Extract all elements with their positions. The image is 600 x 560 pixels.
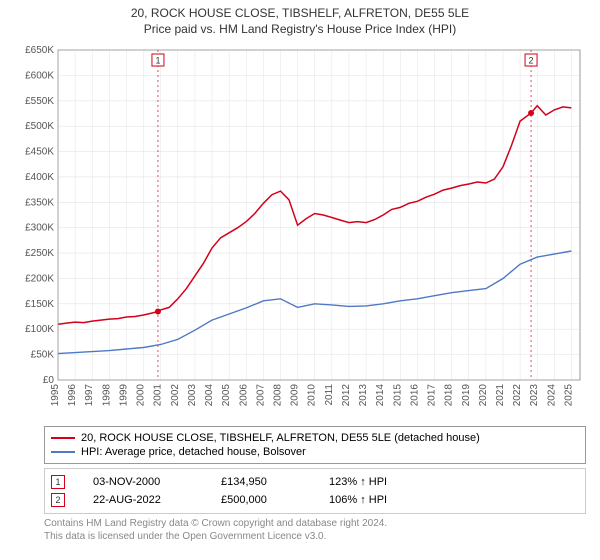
x-tick-label: 2001	[153, 384, 164, 407]
y-tick-label: £250K	[25, 248, 54, 259]
transaction-pct: 106% ↑ HPI	[329, 494, 419, 506]
transaction-date: 03-NOV-2000	[93, 476, 193, 488]
x-tick-label: 2002	[170, 384, 181, 407]
y-tick-label: £50K	[31, 350, 55, 361]
y-tick-label: £150K	[25, 299, 54, 310]
x-tick-label: 2005	[221, 384, 232, 407]
transaction-price: £500,000	[221, 494, 301, 506]
x-tick-label: 2011	[324, 384, 335, 406]
transaction-marker: 1	[51, 475, 65, 489]
x-tick-label: 2008	[272, 384, 283, 407]
x-tick-label: 2019	[461, 384, 472, 407]
chart-container: 20, ROCK HOUSE CLOSE, TIBSHELF, ALFRETON…	[0, 0, 600, 560]
legend: 20, ROCK HOUSE CLOSE, TIBSHELF, ALFRETON…	[44, 426, 586, 464]
x-tick-label: 2016	[409, 384, 420, 407]
x-tick-label: 1997	[84, 384, 95, 407]
legend-swatch	[51, 451, 75, 453]
y-tick-label: £550K	[25, 96, 54, 107]
y-tick-label: £500K	[25, 121, 54, 132]
y-tick-label: £650K	[25, 45, 54, 56]
x-tick-label: 2017	[427, 384, 438, 407]
x-tick-label: 2007	[255, 384, 266, 407]
x-tick-label: 2006	[238, 384, 249, 407]
y-tick-label: £100K	[25, 324, 54, 335]
marker-number: 1	[155, 56, 160, 66]
attribution-line2: This data is licensed under the Open Gov…	[44, 531, 586, 544]
x-tick-label: 2020	[478, 384, 489, 407]
transaction-row: 2 22-AUG-2022 £500,000 106% ↑ HPI	[51, 491, 579, 509]
x-tick-label: 2014	[375, 384, 386, 407]
y-tick-label: £450K	[25, 147, 54, 158]
price-line-chart: £0£50K£100K£150K£200K£250K£300K£350K£400…	[14, 40, 586, 420]
x-tick-label: 2013	[358, 384, 369, 407]
legend-label: HPI: Average price, detached house, Bols…	[81, 446, 306, 458]
transactions-table: 1 03-NOV-2000 £134,950 123% ↑ HPI 2 22-AUG-20…	[44, 468, 586, 514]
x-tick-label: 2010	[307, 384, 318, 407]
x-tick-label: 1998	[101, 384, 112, 407]
chart-area: £0£50K£100K£150K£200K£250K£300K£350K£400…	[14, 40, 586, 420]
legend-swatch	[51, 437, 75, 439]
attribution-line1: Contains HM Land Registry data © Crown c…	[44, 518, 586, 531]
y-tick-label: £300K	[25, 223, 54, 234]
x-tick-label: 2024	[546, 384, 557, 407]
x-tick-label: 2009	[290, 384, 301, 407]
transaction-price: £134,950	[221, 476, 301, 488]
y-tick-label: £600K	[25, 70, 54, 81]
attribution-text: Contains HM Land Registry data © Crown c…	[44, 518, 586, 543]
transaction-marker: 2	[51, 493, 65, 507]
title-address: 20, ROCK HOUSE CLOSE, TIBSHELF, ALFRETON…	[0, 0, 600, 20]
transaction-row: 1 03-NOV-2000 £134,950 123% ↑ HPI	[51, 473, 579, 491]
x-tick-label: 2000	[136, 384, 147, 407]
x-tick-label: 2025	[563, 384, 574, 407]
legend-item: HPI: Average price, detached house, Bols…	[51, 445, 579, 459]
x-tick-label: 2021	[495, 384, 506, 407]
x-tick-label: 1995	[50, 384, 61, 407]
x-tick-label: 2018	[444, 384, 455, 407]
marker-point	[155, 308, 161, 314]
x-tick-label: 2003	[187, 384, 198, 407]
x-tick-label: 2004	[204, 384, 215, 407]
x-tick-label: 2022	[512, 384, 523, 407]
x-tick-label: 2012	[341, 384, 352, 407]
y-tick-label: £200K	[25, 273, 54, 284]
x-tick-label: 2023	[529, 384, 540, 407]
x-tick-label: 2015	[392, 384, 403, 407]
x-tick-label: 1996	[67, 384, 78, 407]
title-subtitle: Price paid vs. HM Land Registry's House …	[0, 20, 600, 40]
marker-number: 2	[529, 56, 534, 66]
transaction-date: 22-AUG-2022	[93, 494, 193, 506]
transaction-pct: 123% ↑ HPI	[329, 476, 419, 488]
marker-point	[528, 110, 534, 116]
y-tick-label: £350K	[25, 197, 54, 208]
legend-item: 20, ROCK HOUSE CLOSE, TIBSHELF, ALFRETON…	[51, 431, 579, 445]
y-tick-label: £400K	[25, 172, 54, 183]
x-tick-label: 1999	[118, 384, 129, 407]
legend-label: 20, ROCK HOUSE CLOSE, TIBSHELF, ALFRETON…	[81, 432, 480, 444]
